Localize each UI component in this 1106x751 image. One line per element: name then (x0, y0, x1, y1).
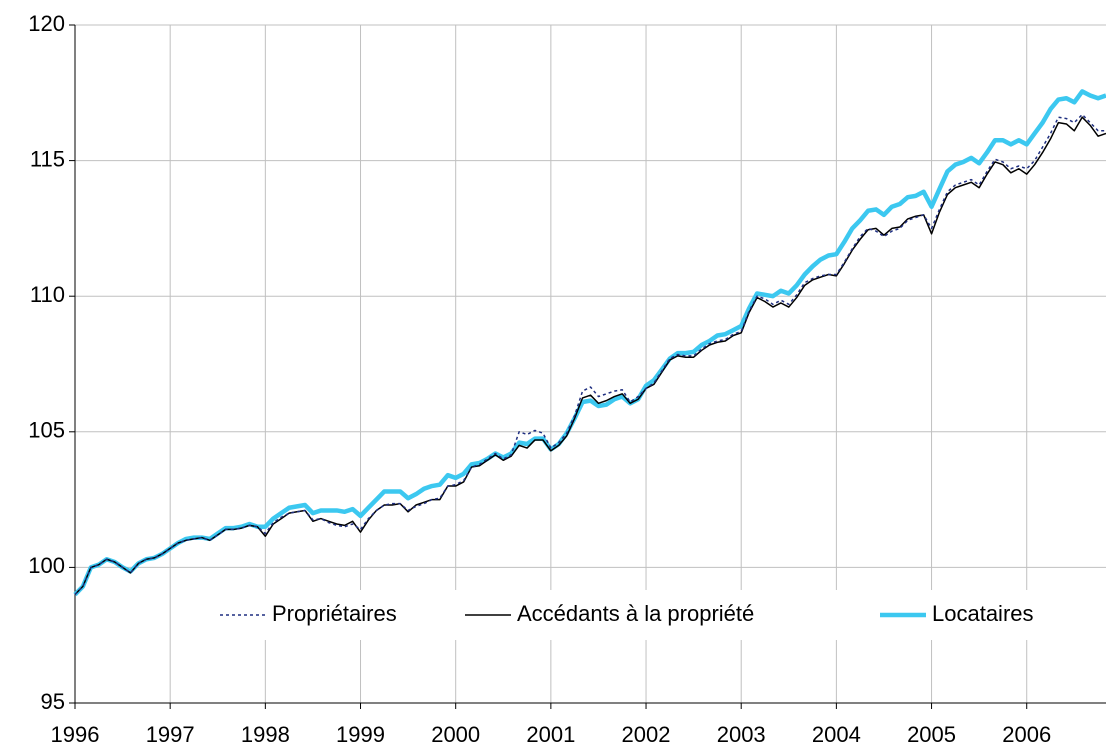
x-tick-label: 1998 (241, 722, 290, 747)
series-line (74, 116, 1106, 596)
x-tick-label: 2005 (907, 722, 956, 747)
x-tick-label: 2004 (812, 722, 861, 747)
x-tick-label: 2001 (526, 722, 575, 747)
labels: 95 100 105 110 115 120 1996 1997 1998 1999 2000 200… (28, 11, 1051, 747)
x-tick-label: 2003 (717, 722, 766, 747)
series-line (74, 113, 1106, 596)
x-tick-label: 2002 (622, 722, 671, 747)
x-tick-label: 1996 (51, 722, 100, 747)
x-tick-label: 2000 (431, 722, 480, 747)
x-tick-label: 1997 (146, 722, 195, 747)
lines (73, 89, 1106, 597)
y-tick-label: 110 (30, 282, 65, 307)
y-tick-label: 120 (28, 11, 65, 36)
y-tick-label: 105 (28, 418, 65, 443)
x-tick-label: 2006 (1002, 722, 1051, 747)
legend-label: Propriétaires (272, 601, 397, 626)
y-tick-label: 95 (41, 689, 65, 714)
y-tick-label: 115 (30, 146, 65, 171)
x-tick-label: 1999 (336, 722, 385, 747)
legend-label: Accédants à la propriété (517, 601, 754, 626)
legend: Propriétaires Accédants à la propriété Loc… (205, 590, 1065, 640)
y-tick-label: 100 (28, 553, 65, 578)
series-line (73, 89, 1106, 597)
legend-label: Locataires (932, 601, 1034, 626)
